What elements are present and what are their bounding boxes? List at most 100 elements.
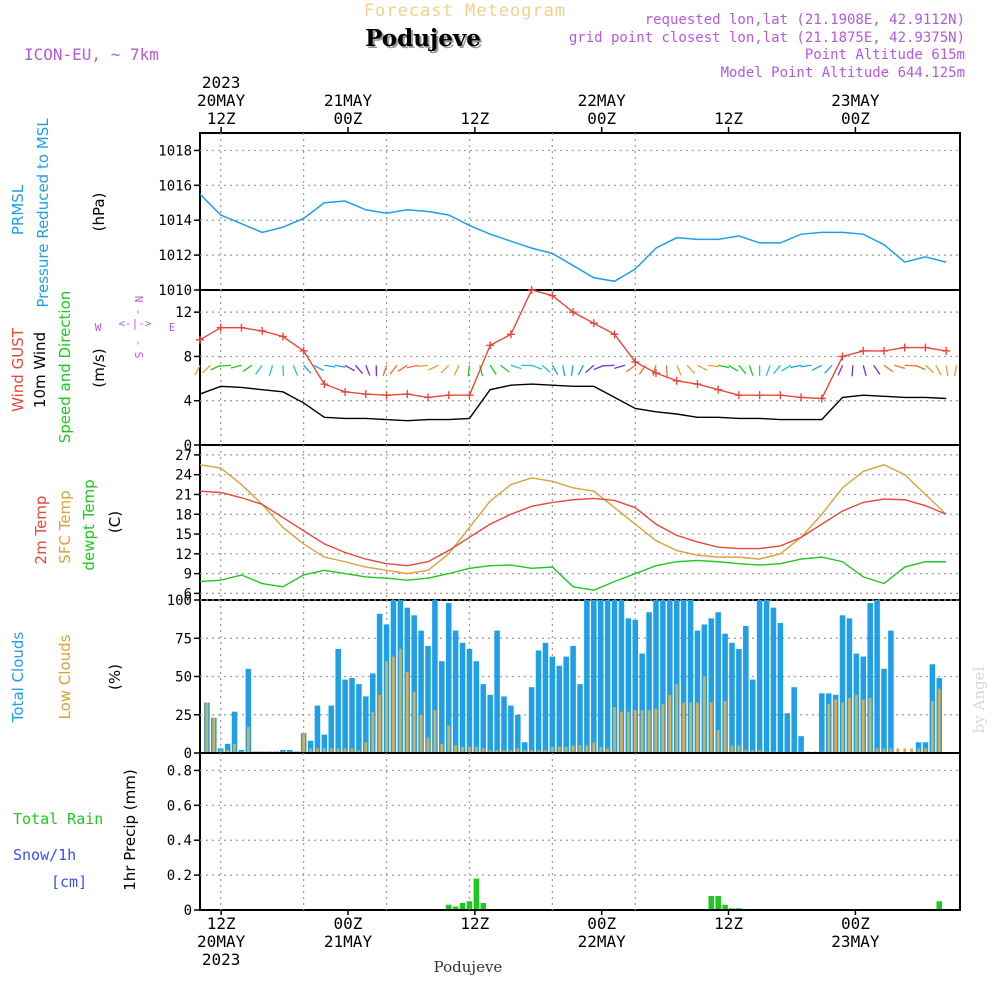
y-tick-label: 0 bbox=[184, 746, 192, 762]
low-cloud-bar bbox=[827, 704, 831, 752]
total-cloud-bar bbox=[432, 600, 438, 752]
wind-arrow bbox=[365, 365, 371, 376]
precip-panel bbox=[199, 752, 961, 911]
total-cloud-bar bbox=[556, 665, 563, 752]
y-tick-label: 0.8 bbox=[167, 763, 192, 779]
rain-bar bbox=[452, 906, 459, 909]
wind-arrow bbox=[781, 364, 792, 372]
low-cloud-bar bbox=[613, 707, 616, 752]
total-cloud-bar bbox=[888, 630, 894, 752]
total-cloud-bar bbox=[708, 618, 715, 752]
low-cloud-bar bbox=[751, 749, 755, 752]
time-label-top: 00Z bbox=[334, 109, 363, 128]
wind-arrow bbox=[894, 364, 906, 370]
requested-coords: requested lon,lat (21.1908E, 42.9112N) bbox=[645, 12, 965, 28]
wind-arrow bbox=[904, 364, 916, 367]
y-tick-label: 21 bbox=[175, 487, 192, 503]
wind-arrow bbox=[800, 364, 812, 368]
total-cloud-bar bbox=[667, 600, 673, 752]
y-tick-label: 0 bbox=[184, 438, 192, 454]
total-cloud-bar bbox=[411, 615, 417, 752]
wind-arrow bbox=[652, 365, 657, 377]
total-cloud-bar bbox=[784, 713, 791, 752]
total-cloud-bar bbox=[915, 742, 922, 752]
low-cloud-bar bbox=[233, 743, 236, 752]
low-cloud-bar bbox=[675, 684, 679, 752]
y-tick-label: 6 bbox=[184, 586, 192, 602]
low-cloud-bar bbox=[350, 748, 354, 752]
total-cloud-bar bbox=[328, 705, 335, 752]
svg-text:N: N bbox=[132, 296, 145, 303]
low-cloud-bar bbox=[917, 748, 920, 752]
total-cloud-bar bbox=[356, 684, 362, 752]
total-cloud-label: Total Clouds bbox=[9, 632, 27, 724]
total-cloud-bar bbox=[687, 600, 694, 752]
wind-arrow bbox=[541, 364, 551, 373]
wind-arrow bbox=[577, 364, 585, 376]
y-tick-label: 1010 bbox=[158, 283, 192, 299]
wind-arrow bbox=[354, 364, 364, 375]
svg-text:S: S bbox=[132, 352, 145, 359]
total-cloud-bar bbox=[549, 656, 556, 752]
low-cloud-bar bbox=[854, 694, 858, 752]
low-cloud-bar bbox=[599, 746, 603, 752]
total-cloud-bar bbox=[632, 619, 639, 752]
wind-arrow bbox=[194, 364, 201, 376]
y-tick-label: 0 bbox=[184, 903, 192, 919]
rain-bar bbox=[736, 908, 742, 909]
low-cloud-bar bbox=[765, 751, 768, 752]
low-cloud-bar bbox=[405, 671, 409, 752]
time-label-bottom: 00Z bbox=[587, 914, 616, 933]
total-cloud-bar bbox=[922, 742, 929, 752]
wind-arrow bbox=[686, 364, 696, 374]
total-cloud-bar bbox=[646, 612, 652, 752]
low-cloud-bar bbox=[523, 749, 527, 752]
total-cloud-bar bbox=[535, 650, 542, 752]
gust-line bbox=[199, 289, 947, 400]
total-cloud-bar bbox=[867, 603, 873, 752]
svg-text:W: W bbox=[95, 321, 102, 334]
cloud-unit: (%) bbox=[106, 664, 124, 690]
total-cloud-bar bbox=[639, 653, 645, 752]
time-label-bottom: 12Z bbox=[460, 914, 489, 933]
wind-arrow bbox=[570, 365, 574, 377]
total-cloud-bar bbox=[349, 678, 355, 752]
precip-axis-label: 1hr Precip (mm) bbox=[121, 769, 139, 890]
low-cloud-bar bbox=[930, 700, 934, 752]
rain-bar bbox=[722, 904, 728, 909]
time-label-top: 23MAY bbox=[831, 91, 880, 110]
low-cloud-bar bbox=[288, 751, 292, 752]
total-cloud-bar bbox=[363, 696, 369, 752]
rain-bar bbox=[445, 904, 452, 909]
low-cloud-bar bbox=[806, 751, 810, 752]
total-cloud-bar bbox=[521, 742, 528, 752]
low-cloud-bar bbox=[633, 710, 637, 752]
wind-arrow bbox=[676, 365, 682, 376]
low-cloud-bar bbox=[834, 699, 838, 752]
rain-bar bbox=[459, 903, 466, 909]
wind-arrow bbox=[772, 364, 781, 375]
time-label-top: 12Z bbox=[714, 109, 743, 128]
total-cloud-bar bbox=[777, 622, 784, 752]
wind-dir-label: Speed and Direction bbox=[56, 291, 74, 444]
wind-arrow bbox=[210, 364, 221, 371]
sfc-label: SFC Temp bbox=[56, 490, 74, 563]
low-cloud-bar bbox=[737, 745, 741, 752]
wind-arrow bbox=[292, 365, 299, 376]
wind-arrow bbox=[440, 364, 450, 374]
total-cloud-bar bbox=[597, 600, 604, 752]
rain-bar bbox=[729, 908, 735, 909]
low-cloud-bar bbox=[488, 749, 492, 752]
rain-bar bbox=[466, 901, 473, 909]
low-cloud-bar bbox=[723, 700, 727, 752]
low-cloud-bar bbox=[440, 743, 444, 752]
low-cloud-bar bbox=[378, 694, 382, 752]
total-cloud-bar bbox=[321, 734, 328, 752]
low-cloud-bar bbox=[481, 748, 485, 752]
total-cloud-bar bbox=[542, 642, 549, 752]
pressure-subtitle: Pressure Reduced to MSL bbox=[34, 118, 52, 308]
low-cloud-bar bbox=[336, 748, 340, 752]
total-cloud-bar bbox=[729, 642, 735, 752]
total-cloud-bar bbox=[577, 684, 583, 752]
